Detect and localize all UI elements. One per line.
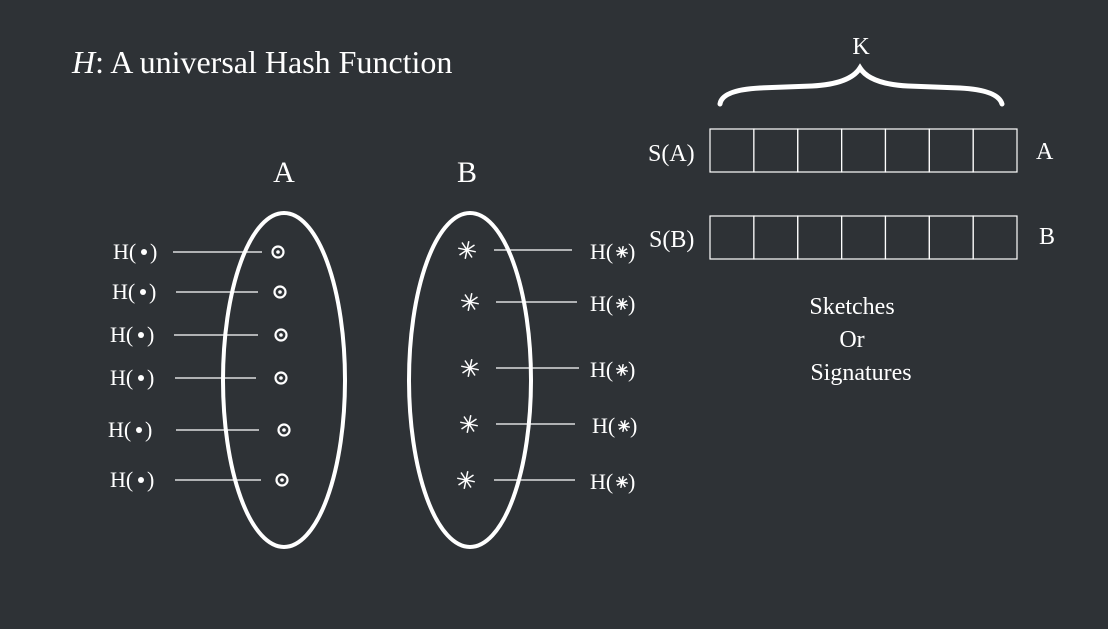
element-dot — [271, 245, 285, 259]
hash-label: H( — [590, 291, 613, 316]
title-text: : A universal Hash Function — [95, 44, 453, 80]
sketch-b-cell — [884, 215, 930, 260]
element-dot-core — [280, 478, 284, 482]
element-dot-core — [279, 376, 283, 380]
element-dot — [275, 473, 289, 487]
sketch-a-cell — [884, 128, 930, 173]
sketch-a-name: S(A) — [648, 141, 695, 167]
sketch-a-cell — [972, 128, 1018, 173]
k-brace — [717, 63, 1005, 107]
paren-close: ) — [147, 467, 154, 492]
element-star — [458, 241, 476, 259]
set-b-items: H() H() H() H() H() — [457, 239, 637, 494]
star-glyph — [615, 297, 629, 311]
sketch-b-name: S(B) — [649, 227, 694, 253]
set-a-ellipse — [221, 211, 347, 549]
element-star — [461, 359, 479, 377]
caption-line-2: Or — [839, 327, 864, 353]
hash-symbol: H — [72, 44, 96, 80]
star-glyph — [617, 419, 631, 433]
hash-label: H( — [112, 279, 135, 304]
set-b-label: B — [457, 156, 477, 189]
hash-label: H( — [108, 417, 131, 442]
sketch-b-cell — [753, 215, 799, 260]
paren-close: ) — [628, 239, 635, 264]
dot-glyph — [138, 477, 144, 483]
star-glyph — [615, 363, 629, 377]
element-dot-core — [282, 428, 286, 432]
star-glyph — [615, 245, 629, 259]
dot-glyph — [138, 375, 144, 381]
sketch-a-array — [709, 128, 1018, 173]
sketch-a-cell — [797, 128, 843, 173]
paren-close: ) — [149, 279, 156, 304]
element-star — [461, 293, 479, 311]
sketch-a-side-label: A — [1036, 139, 1054, 165]
paren-close: ) — [147, 322, 154, 347]
sketch-a-cell — [709, 128, 755, 173]
caption-line-1: Sketches — [809, 294, 894, 320]
star-glyph — [615, 475, 629, 489]
hash-label: H( — [590, 357, 613, 382]
paren-close: ) — [145, 417, 152, 442]
element-dot — [274, 371, 288, 385]
sketch-b-side-label: B — [1039, 224, 1055, 250]
element-star — [457, 471, 475, 489]
element-dot-core — [278, 290, 282, 294]
element-dot-core — [276, 250, 280, 254]
sketch-a-cell — [753, 128, 799, 173]
set-b-ellipse — [407, 211, 533, 549]
paren-close: ) — [628, 291, 635, 316]
hash-label: H( — [110, 322, 133, 347]
hash-label: H( — [113, 239, 136, 264]
sketch-b-cell — [709, 215, 755, 260]
dot-glyph — [140, 289, 146, 295]
sketch-b-cell — [840, 215, 887, 260]
element-dot-core — [279, 333, 283, 337]
hash-label: H( — [592, 413, 615, 438]
sketch-a-cell — [840, 128, 887, 173]
dot-glyph — [141, 249, 147, 255]
sketch-b-cell — [928, 215, 974, 260]
element-star — [460, 415, 478, 433]
brace-label-k: K — [852, 34, 870, 60]
sketch-b-array — [709, 215, 1018, 260]
hash-label: H( — [110, 467, 133, 492]
paren-close: ) — [628, 357, 635, 382]
sketch-b-cell — [972, 215, 1018, 260]
caption-line-3: Signatures — [810, 360, 911, 386]
dot-glyph — [136, 427, 142, 433]
element-dot — [274, 328, 288, 342]
sketch-b-cell — [797, 215, 843, 260]
paren-close: ) — [628, 469, 635, 494]
dot-glyph — [138, 332, 144, 338]
hash-label: H( — [110, 365, 133, 390]
set-a-label: A — [273, 156, 295, 189]
set-a-items: H() H() H() H() H() H() — [108, 239, 291, 492]
paren-close: ) — [147, 365, 154, 390]
paren-close: ) — [630, 413, 637, 438]
element-dot — [273, 285, 287, 299]
paren-close: ) — [150, 239, 157, 264]
sketch-a-cell — [928, 128, 974, 173]
hash-label: H( — [590, 239, 613, 264]
hash-label: H( — [590, 469, 613, 494]
element-dot — [277, 423, 291, 437]
slide-title: H: A universal Hash Function — [72, 44, 452, 81]
